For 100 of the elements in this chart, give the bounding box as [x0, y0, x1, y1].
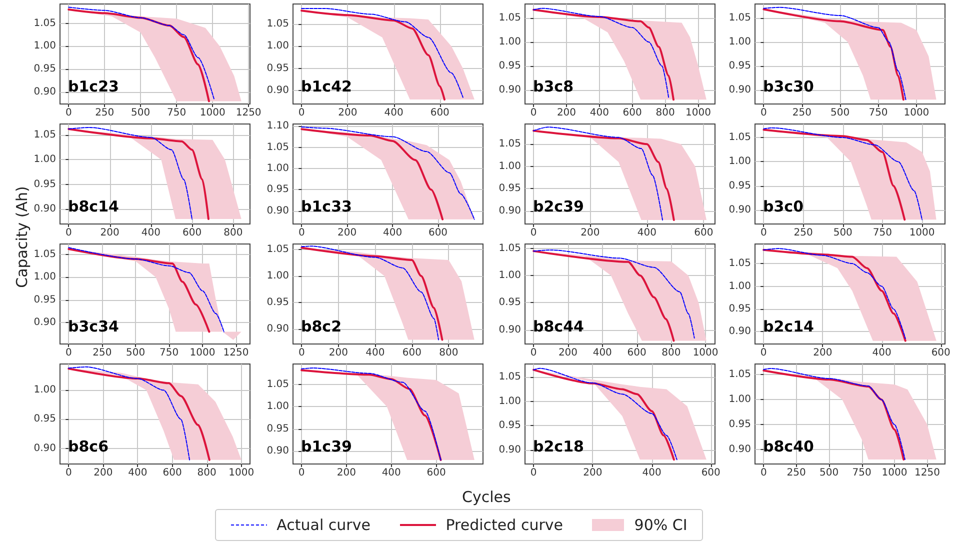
y-tick-label: 1.05	[728, 132, 751, 144]
y-tick-label: 0.90	[498, 206, 521, 217]
y-tick-label: 0.90	[728, 84, 751, 96]
text: b3c0	[763, 198, 804, 216]
y-tick-label: 0.90	[498, 444, 521, 456]
text: b2c39	[533, 198, 584, 216]
x-tick-label: 200	[94, 468, 113, 478]
y-tick-label: 0.95	[266, 423, 289, 434]
x-tick-label: 0	[298, 468, 305, 478]
text: b8c14	[68, 198, 119, 216]
y-tick-label: 1.00	[266, 40, 289, 52]
y-tick-label: 0.90	[266, 205, 289, 216]
y-tick-label: 1.05	[34, 18, 56, 29]
x-tick-label: 400	[637, 228, 656, 238]
y-tick-label: 1.00	[498, 36, 521, 48]
x-tick-label: 1250	[236, 108, 262, 118]
x-tick-label: 500	[830, 108, 850, 118]
y-tick-label: 1.05	[266, 142, 289, 153]
x-tick-label: 600	[428, 228, 448, 238]
x-tick-label: 800	[197, 468, 216, 478]
x-tick-label: 0	[760, 228, 767, 238]
x-tick-label: 600	[430, 108, 450, 118]
x-tick-label: 400	[128, 468, 148, 478]
text: b1c23	[68, 78, 119, 96]
x-tick-label: 400	[872, 348, 892, 358]
y-tick-label: 0.95	[728, 60, 751, 72]
x-tick-label: 400	[383, 228, 402, 238]
y-tick-label: 0.95	[266, 297, 289, 308]
x-tick-label: 400	[382, 468, 401, 478]
y-tick-label: 1.05	[266, 378, 289, 390]
y-tick-label: 1.05	[266, 244, 289, 255]
x-tick-label: 0	[65, 228, 72, 238]
y-tick-label: 1.05	[498, 372, 521, 383]
x-tick-label: 600	[931, 348, 950, 358]
x-tick-label: 750	[160, 348, 179, 358]
y-tick-label: 1.00	[266, 270, 289, 282]
y-tick-label: 0.95	[498, 183, 521, 194]
text: b2c18	[533, 438, 584, 456]
legend-label: 90% CI	[634, 516, 688, 534]
y-tick-label: 1.05	[498, 138, 521, 150]
x-tick-label: 1250	[914, 468, 940, 478]
x-tick-label: 200	[336, 468, 356, 478]
y-tick-label: 1.05	[34, 129, 56, 140]
x-tick-label: 200	[100, 228, 120, 238]
text: b8c2	[301, 318, 342, 336]
x-tick-label: 0	[760, 108, 767, 118]
x-tick-label: 0	[530, 348, 537, 358]
x-tick-label: 500	[833, 228, 852, 238]
y-tick-label: 0.95	[34, 414, 56, 425]
x-tick-label: 800	[439, 348, 458, 358]
x-tick-label: 800	[224, 228, 243, 238]
x-tick-label: 400	[141, 228, 160, 238]
x-tick-label: 600	[694, 228, 714, 238]
legend-label: Actual curve	[276, 516, 370, 534]
x-tick-label: 600	[162, 468, 182, 478]
y-tick-label: 0.95	[498, 297, 521, 308]
x-tick-label: 400	[590, 108, 609, 118]
x-tick-label: 400	[592, 348, 612, 358]
y-tick-label: 0.95	[266, 62, 289, 74]
text: b1c33	[301, 198, 352, 216]
x-tick-label: 0	[66, 348, 72, 358]
x-tick-label: 200	[328, 348, 348, 358]
x-tick-label: 0	[298, 228, 305, 238]
x-axis-title: Cycles	[462, 488, 511, 506]
y-tick-label: 1.00	[266, 401, 289, 412]
x-tick-label: 600	[182, 228, 202, 238]
x-tick-label: 800	[662, 348, 681, 358]
y-tick-label: 0.90	[266, 446, 289, 457]
y-tick-label: 1.00	[728, 280, 751, 292]
legend-label: Predicted curve	[446, 516, 563, 534]
x-tick-label: 750	[872, 228, 892, 238]
y-tick-label: 0.95	[34, 178, 56, 190]
x-tick-label: 250	[92, 348, 112, 358]
y-tick-label: 0.90	[728, 444, 751, 455]
text: b8c44	[533, 318, 584, 336]
line-series	[300, 128, 444, 220]
x-tick-label: 0	[530, 108, 537, 118]
y-tick-label: 1.10	[266, 120, 289, 132]
x-tick-label: 500	[126, 348, 146, 358]
text: b1c42	[301, 78, 352, 96]
y-axis-title: Capacity (Ah)	[13, 185, 31, 290]
y-tick-label: 0.90	[266, 85, 289, 96]
x-tick-label: 1250	[223, 348, 249, 358]
x-tick-label: 600	[426, 468, 446, 478]
y-tick-label: 1.05	[728, 12, 751, 24]
x-tick-label: 200	[583, 468, 602, 478]
y-tick-label: 1.00	[498, 396, 521, 407]
y-tick-label: 1.05	[498, 12, 521, 24]
text: b3c34	[68, 318, 119, 336]
x-tick-label: 0	[530, 468, 537, 478]
y-tick-label: 0.90	[34, 86, 56, 98]
y-tick-label: 0.95	[34, 294, 56, 306]
y-tick-label: 0.90	[34, 442, 56, 454]
x-tick-label: 600	[402, 348, 422, 358]
text: b8c6	[68, 438, 109, 456]
x-tick-label: 1000	[200, 108, 226, 118]
x-tick-label: 750	[852, 468, 872, 478]
y-tick-label: 1.00	[728, 394, 751, 405]
line-series	[300, 10, 446, 101]
x-tick-label: 0	[760, 348, 767, 358]
